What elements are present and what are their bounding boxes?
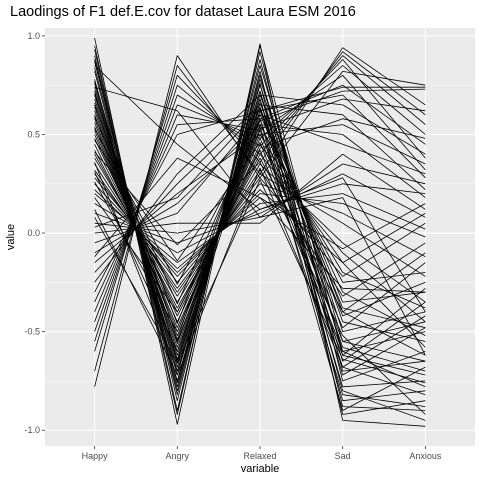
y-tick-label: 1.0 [27,31,40,41]
series-line [94,193,426,264]
x-tick-label-anxious: Anxious [409,451,442,461]
series-line [94,65,426,322]
series-line [94,104,426,273]
series-line [94,59,426,411]
series-line [94,177,426,277]
y-axis-title: value [5,224,17,250]
series-line [94,150,426,313]
series-line [94,157,426,293]
series-line [94,45,426,411]
series-line [94,116,426,411]
x-axis: Happy Angry Relaxed Sad Anxious [82,446,442,461]
series-line [94,43,426,427]
x-tick-label-relaxed: Relaxed [243,451,276,461]
series-line [94,153,426,234]
series-line [94,81,426,421]
series-line [94,65,426,313]
series-line [94,134,426,348]
series-line [94,104,426,388]
series-line [94,124,426,263]
series-line [94,140,426,388]
series-line [94,179,426,384]
y-tick-label: -0.5 [24,327,40,337]
series-line [94,67,426,415]
x-tick-label-sad: Sad [335,451,351,461]
series-line [94,98,426,333]
series-line [94,167,426,396]
x-tick-label-happy: Happy [82,451,109,461]
series-line [94,154,426,303]
series-line [94,74,426,313]
series-line [94,118,426,313]
chart-title: Laodings of F1 def.E.cov for dataset Lau… [10,4,356,20]
series-line [94,114,426,244]
series-line [94,55,426,342]
series-line [94,94,426,283]
series-line [94,173,426,283]
series-line [94,59,426,332]
series-line [94,183,426,273]
series-line [94,86,426,372]
y-tick-label: 0.0 [27,228,40,238]
series-line [94,108,426,329]
x-axis-title: variable [241,463,280,475]
series-lines [94,37,426,427]
y-tick-label: 0.5 [27,129,40,139]
series-line [94,86,426,356]
series-line [94,55,426,387]
series-line [94,78,426,382]
series-line [94,88,426,352]
x-tick-label-angry: Angry [166,451,190,461]
series-line [94,92,426,402]
series-line [94,151,426,415]
series-line [94,55,426,402]
y-axis: -1.0 -0.5 0.0 0.5 1.0 [24,31,45,435]
series-line [94,126,426,407]
y-tick-label: -1.0 [24,425,40,435]
